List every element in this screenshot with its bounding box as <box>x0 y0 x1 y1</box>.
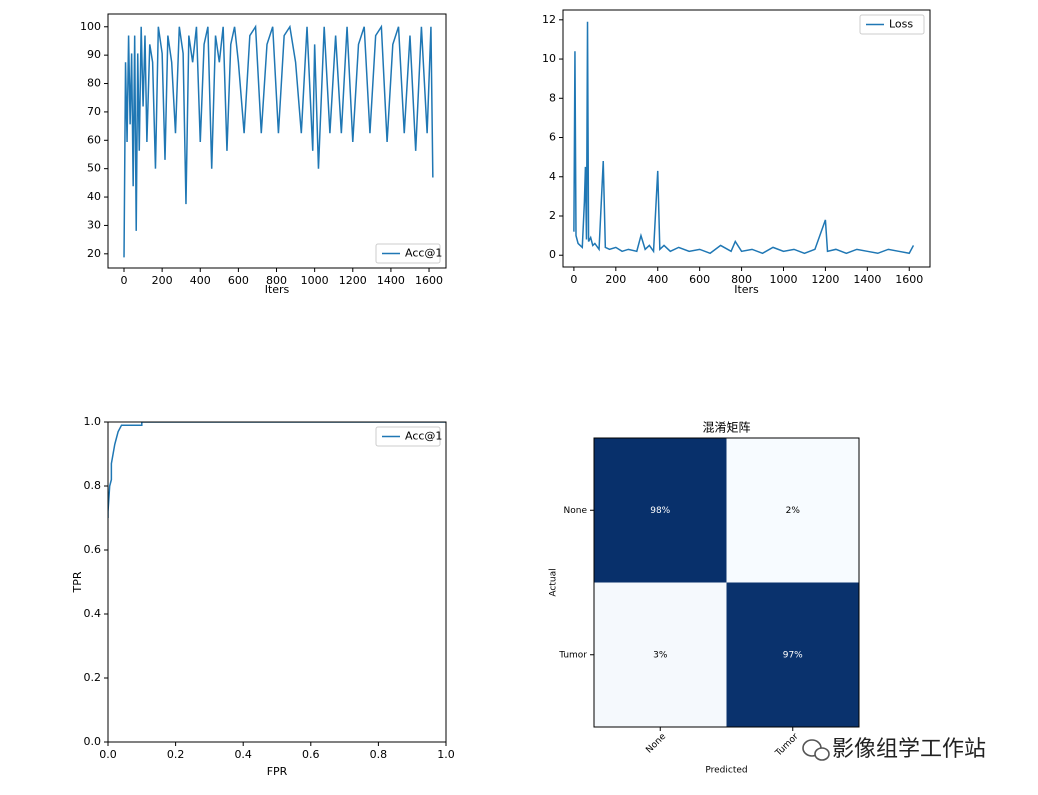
y-tick-label: 40 <box>87 190 101 203</box>
data-line <box>108 422 446 518</box>
x-axis-label: Iters <box>734 283 759 296</box>
y-tick-label: 1.0 <box>84 415 102 428</box>
x-axis-label: FPR <box>267 765 288 778</box>
y-tick-label: None <box>564 506 588 516</box>
legend-label: Acc@1 <box>405 430 442 443</box>
y-tick-label: 90 <box>87 48 101 61</box>
y-tick-label: Tumor <box>558 650 587 660</box>
x-tick-label: 0.2 <box>167 748 185 761</box>
y-tick-label: 12 <box>542 13 556 26</box>
plot-frame <box>107 13 447 269</box>
y-tick-label: 0.0 <box>84 735 102 748</box>
watermark: 影像组学工作站 <box>832 737 986 762</box>
data-line <box>573 21 915 255</box>
data-line <box>123 24 434 258</box>
y-tick-label: 10 <box>542 52 556 65</box>
x-tick-label: 1400 <box>377 274 405 287</box>
x-tick-label: 200 <box>152 274 173 287</box>
y-tick-label: 50 <box>87 162 101 175</box>
x-tick-label: 1600 <box>415 274 443 287</box>
y-tick-label: 6 <box>549 131 556 144</box>
y-tick-label: 100 <box>80 20 101 33</box>
heatmap-cell <box>726 438 859 583</box>
y-tick-label: 30 <box>87 218 101 231</box>
y-tick-label: 0.2 <box>84 671 102 684</box>
legend-box <box>375 426 441 447</box>
x-tick-label: None <box>644 731 668 755</box>
x-tick-label: 600 <box>689 273 710 286</box>
x-tick-label: 0.6 <box>302 748 320 761</box>
x-tick-label: 800 <box>266 274 287 287</box>
x-tick-label: 0.4 <box>234 748 252 761</box>
y-axis-label: Actual <box>549 568 559 596</box>
plot-frame <box>593 437 860 728</box>
x-tick-label: 0 <box>570 273 577 286</box>
x-axis-label: Iters <box>265 283 290 296</box>
heatmap-cell <box>594 582 727 727</box>
legend-label: Acc@1 <box>405 247 442 260</box>
x-tick-label: 800 <box>731 273 752 286</box>
watermark-icon <box>802 739 830 761</box>
heatmap-cell <box>726 582 859 727</box>
x-tick-label: 1000 <box>769 273 797 286</box>
x-tick-label: Tumor <box>773 732 801 760</box>
x-tick-label: 1.0 <box>437 748 455 761</box>
x-tick-label: 400 <box>647 273 668 286</box>
x-tick-label: 1200 <box>811 273 839 286</box>
x-tick-label: 1000 <box>301 274 329 287</box>
x-tick-label: 0 <box>121 274 128 287</box>
plot-frame <box>107 421 447 743</box>
legend-label: Loss <box>889 18 913 31</box>
y-tick-label: 4 <box>549 170 556 183</box>
cell-label: 97% <box>783 650 803 660</box>
cell-label: 3% <box>653 650 668 660</box>
y-tick-label: 20 <box>87 247 101 260</box>
x-tick-label: 1600 <box>895 273 923 286</box>
y-tick-label: 80 <box>87 77 101 90</box>
x-tick-label: 0.0 <box>99 748 117 761</box>
chart-title: 混淆矩阵 <box>702 421 750 435</box>
x-tick-label: 400 <box>190 274 211 287</box>
legend-box <box>375 243 441 264</box>
x-tick-label: 1200 <box>339 274 367 287</box>
y-tick-label: 0 <box>549 248 556 261</box>
x-tick-label: 0.8 <box>370 748 388 761</box>
heatmap-cell <box>594 438 727 583</box>
y-tick-label: 60 <box>87 133 101 146</box>
y-tick-label: 8 <box>549 91 556 104</box>
x-tick-label: 1400 <box>853 273 881 286</box>
y-tick-label: 70 <box>87 105 101 118</box>
y-tick-label: 2 <box>549 209 556 222</box>
x-axis-label: Predicted <box>705 766 747 776</box>
plot-frame <box>562 9 931 268</box>
cell-label: 98% <box>650 506 670 516</box>
cell-label: 2% <box>786 506 801 516</box>
y-tick-label: 0.8 <box>84 479 102 492</box>
y-tick-label: 0.4 <box>84 607 102 620</box>
x-tick-label: 200 <box>605 273 626 286</box>
x-tick-label: 600 <box>228 274 249 287</box>
y-tick-label: 0.6 <box>84 543 102 556</box>
legend-box <box>859 14 925 35</box>
y-axis-label: TPR <box>71 571 84 593</box>
